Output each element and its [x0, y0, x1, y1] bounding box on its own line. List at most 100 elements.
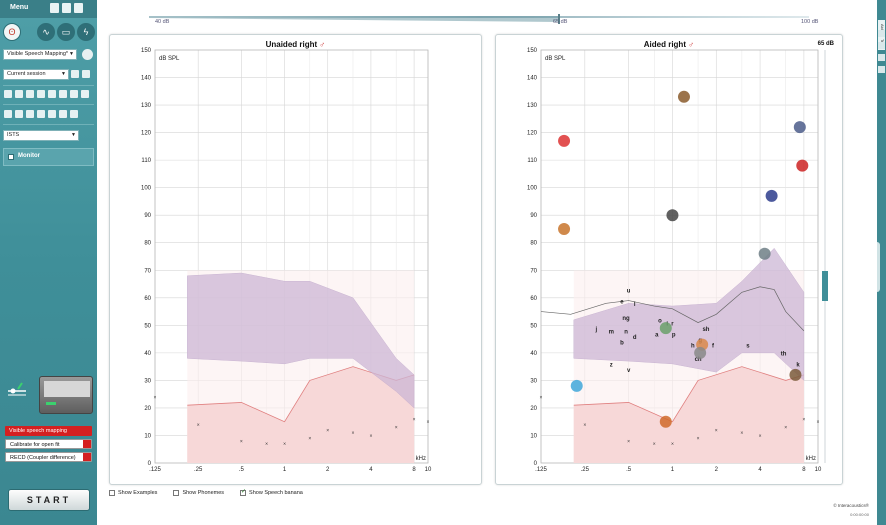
aided-response-line — [540, 286, 805, 332]
display-options-bar: Show Examples Show Phonemes Show Speech … — [109, 487, 869, 499]
uncomfortable-marker: × — [197, 422, 200, 428]
phoneme-label: sh — [702, 327, 709, 333]
tool-line-icon[interactable] — [4, 110, 12, 118]
mode-recd[interactable]: RECD (Coupler difference) — [5, 452, 92, 462]
version-text: 0:00:00:00 — [850, 512, 869, 517]
uncomfortable-marker: × — [697, 436, 700, 442]
y-tick-label: 60 — [530, 296, 537, 302]
y-tick-label: 20 — [144, 406, 151, 412]
uncomfortable-marker: × — [352, 431, 355, 437]
chevron-down-icon: ▼ — [69, 51, 74, 57]
status-marker — [83, 453, 91, 461]
session-select-value: Current session — [7, 71, 46, 77]
phoneme-label: ch — [695, 357, 702, 363]
tool-target-icon[interactable] — [26, 90, 34, 98]
tool-folder-icon[interactable] — [59, 90, 67, 98]
drip-icon — [570, 379, 583, 392]
tool-box-icon[interactable] — [59, 110, 67, 118]
tool-camera-icon[interactable] — [81, 90, 89, 98]
mode-label: Visible speech mapping — [9, 428, 67, 434]
phoneme-label: d — [633, 335, 637, 341]
tab-aid[interactable]: Aid — [878, 20, 885, 34]
session-tools — [71, 70, 90, 78]
session-select[interactable]: Current session ▼ — [3, 69, 69, 80]
more-icon[interactable] — [878, 66, 885, 73]
device-led — [46, 402, 56, 405]
signal-select[interactable]: ISTS ▼ — [3, 130, 79, 141]
save-icon[interactable] — [62, 3, 71, 13]
show-banana-checkbox[interactable] — [240, 488, 246, 496]
y-tick-label: 50 — [530, 323, 537, 329]
y-tick-label: 60 — [144, 296, 151, 302]
lawnmower-icon — [558, 134, 571, 147]
ear-icon[interactable]: ʘ — [3, 23, 21, 41]
lock-icon[interactable] — [878, 42, 885, 49]
show-phonemes-label: Show Phonemes — [182, 490, 225, 496]
phoneme-label: u — [627, 288, 631, 294]
level-scale-thumb — [822, 271, 828, 301]
show-examples-checkbox[interactable] — [109, 490, 115, 496]
uncomfortable-marker: × — [817, 420, 820, 426]
left-sidebar: Menu ʘ ∿ ▭ ϟ Visible Speech Mapping* ▼ C… — [0, 0, 97, 525]
speech-banana — [187, 272, 415, 409]
level-slider-graphic — [149, 14, 809, 24]
level-mid-label: 65 dB — [553, 19, 568, 25]
x-tick-label: 1 — [671, 467, 675, 473]
menu-label[interactable]: Menu — [10, 4, 29, 11]
x-tick-label: .125 — [149, 467, 161, 473]
speech-icon[interactable]: ▭ — [57, 23, 75, 41]
family-icon — [659, 322, 672, 335]
show-phonemes-checkbox[interactable] — [173, 490, 180, 496]
uncomfortable-marker: × — [627, 439, 630, 445]
unaided-panel: Unaided right ♂ 150 140 130 120 110 100 90 80 70… — [109, 34, 482, 485]
uncomfortable-marker: × — [369, 433, 372, 439]
uncomfortable-marker: × — [784, 425, 787, 431]
panel-resize-handle[interactable] — [874, 242, 880, 292]
show-examples-option[interactable]: Show Examples — [109, 487, 157, 499]
x-tick-label: 4 — [369, 467, 373, 473]
window-icon[interactable] — [74, 3, 83, 13]
uncomfortable-marker: × — [802, 417, 805, 423]
expand-icon[interactable] — [878, 54, 885, 61]
tool-link-icon[interactable] — [37, 110, 45, 118]
device-screen — [44, 381, 90, 397]
phoneme-label: k — [796, 363, 800, 369]
close-icon[interactable] — [878, 30, 885, 37]
tool-graph-icon[interactable] — [70, 90, 78, 98]
show-banana-option[interactable]: Show Speech banana — [240, 487, 303, 499]
session-copy-icon[interactable] — [71, 70, 79, 78]
tool-grid-icon[interactable] — [37, 90, 45, 98]
show-phonemes-option[interactable]: Show Phonemes — [173, 487, 224, 499]
mode-calibrate-open-fit[interactable]: Calibrate for open fit — [5, 439, 92, 449]
tool-paint-icon[interactable] — [48, 90, 56, 98]
level-min-label: 40 dB — [155, 19, 170, 25]
monitor-checkbox[interactable] — [8, 154, 14, 160]
tool-note-icon[interactable] — [15, 90, 23, 98]
uncomfortable-marker: × — [715, 428, 718, 434]
right-ear-icon: ♂ — [319, 40, 326, 49]
mode-buttons-row: ʘ ∿ ▭ ϟ — [3, 23, 95, 41]
start-button[interactable]: START — [8, 489, 90, 511]
y-tick-label: 30 — [144, 378, 151, 384]
x-tick-label: .5 — [239, 467, 245, 473]
input-level-slider[interactable]: 40 dB 65 dB 100 dB — [109, 10, 829, 34]
program-select[interactable]: Visible Speech Mapping* ▼ — [3, 49, 77, 60]
tool-triangle-icon[interactable] — [70, 110, 78, 118]
tool-chart-icon[interactable] — [48, 110, 56, 118]
sidebar-top-icons — [50, 3, 83, 13]
lightning-icon[interactable]: ϟ — [77, 23, 95, 41]
mode-visible-speech-mapping[interactable]: Visible speech mapping — [5, 426, 92, 436]
settings-icon[interactable] — [82, 49, 93, 60]
curve-icon[interactable]: ∿ — [37, 23, 55, 41]
x-tick-label: 8 — [412, 467, 416, 473]
tool-sound-icon[interactable] — [26, 110, 34, 118]
session-edit-icon[interactable] — [82, 70, 90, 78]
print-icon[interactable] — [50, 3, 59, 13]
uncomfortable-marker: × — [240, 439, 243, 445]
tool-probe-icon[interactable] — [4, 90, 12, 98]
threshold-area — [573, 366, 804, 463]
y-tick-label: 140 — [141, 76, 152, 82]
divider — [3, 124, 94, 125]
tool-bars-icon[interactable] — [15, 110, 23, 118]
y-tick-label: 70 — [530, 268, 537, 274]
